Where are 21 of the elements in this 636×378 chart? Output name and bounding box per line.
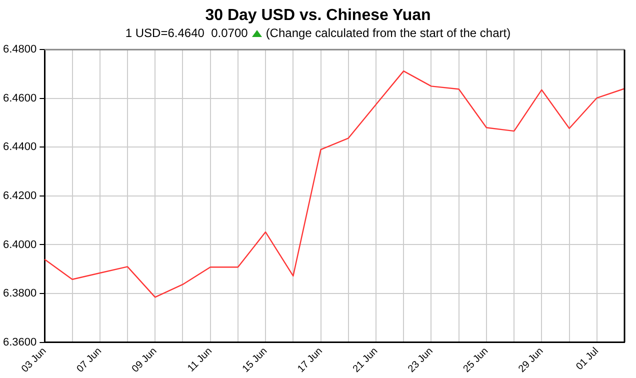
x-tick-label: 15 Jun — [240, 346, 270, 375]
y-tick-label: 6.4600 — [2, 92, 37, 104]
text: (Change calculated from the start of the chart) — [266, 26, 511, 40]
y-tick-label: 6.3800 — [2, 288, 37, 300]
y-tick-label: 6.4400 — [2, 141, 37, 154]
chart-title: 30 Day USD vs. Chinese Yuan — [204, 6, 432, 26]
x-tick-label: 07 Jun — [74, 346, 104, 375]
x-tick-label: 09 Jun — [130, 346, 160, 375]
x-tick-label: 01 Jul — [574, 346, 601, 372]
x-tick-label: 03 Jun — [20, 346, 49, 375]
x-tick-label: 29 Jun — [516, 346, 546, 375]
y-tick-label: 6.3600 — [2, 336, 37, 348]
y-tick-label: 6.4800 — [2, 44, 37, 56]
x-tick-label: 25 Jun — [462, 346, 491, 375]
y-tick-label: 6.4200 — [2, 190, 37, 202]
chart-subtitle: 1 USD=6.4640 0.0700 — [125, 26, 248, 40]
x-tick-label: 17 Jun — [296, 346, 325, 375]
x-tick-label: 11 Jun — [186, 346, 214, 374]
x-tick-label: 23 Jun — [406, 346, 436, 375]
x-tick-label: 21 Jun — [351, 346, 380, 375]
y-tick-label: 6.4000 — [2, 238, 37, 251]
